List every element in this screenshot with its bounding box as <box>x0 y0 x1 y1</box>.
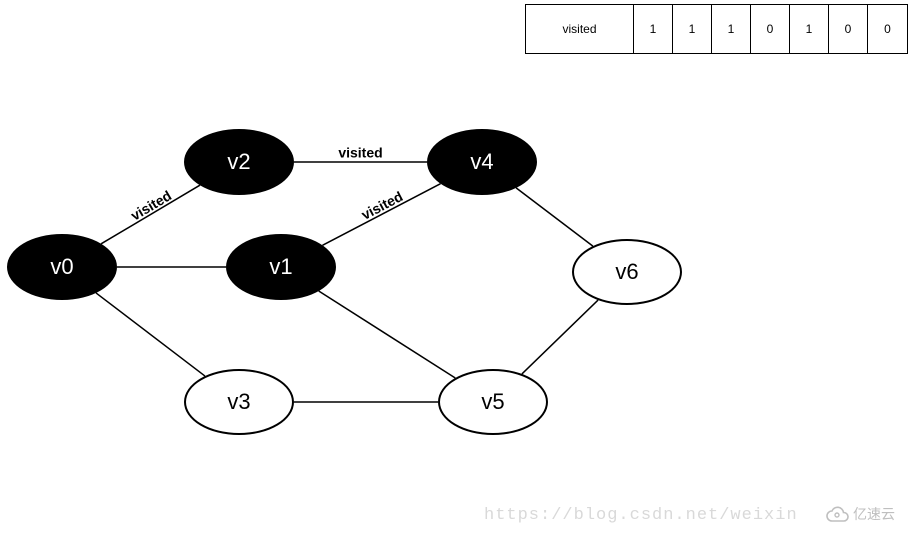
graph-node-v1: v1 <box>226 234 336 300</box>
brand-logo-text: 亿速云 <box>853 504 895 524</box>
visited-array-cell: 1 <box>673 5 712 53</box>
visited-array-cell: 1 <box>634 5 673 53</box>
graph-node-v5: v5 <box>438 369 548 435</box>
visited-array-cell: 0 <box>829 5 868 53</box>
visited-array-table: visited 1110100 <box>525 4 908 54</box>
visited-array-cell: 1 <box>712 5 751 53</box>
edge-label: visited <box>127 187 173 223</box>
graph-node-v4: v4 <box>427 129 537 195</box>
edge-label: visited <box>338 144 382 160</box>
visited-array-cell: 0 <box>751 5 790 53</box>
cloud-icon <box>825 505 849 523</box>
watermark-text: https://blog.csdn.net/weixin <box>484 506 798 525</box>
visited-array-header: visited <box>526 5 634 53</box>
graph-node-v0: v0 <box>7 234 117 300</box>
graph-edge <box>522 300 598 374</box>
edge-label: visited <box>358 188 405 223</box>
graph-edges <box>0 0 908 537</box>
visited-array-cell: 0 <box>868 5 907 53</box>
diagram-canvas: visited 1110100 https://blog.csdn.net/we… <box>0 0 908 537</box>
brand-logo: 亿速云 <box>825 504 895 524</box>
graph-edge <box>516 188 593 246</box>
graph-node-v3: v3 <box>184 369 294 435</box>
graph-node-v2: v2 <box>184 129 294 195</box>
graph-edge <box>96 293 205 376</box>
visited-array-cell: 1 <box>790 5 829 53</box>
graph-edge <box>319 291 456 378</box>
graph-node-v6: v6 <box>572 239 682 305</box>
